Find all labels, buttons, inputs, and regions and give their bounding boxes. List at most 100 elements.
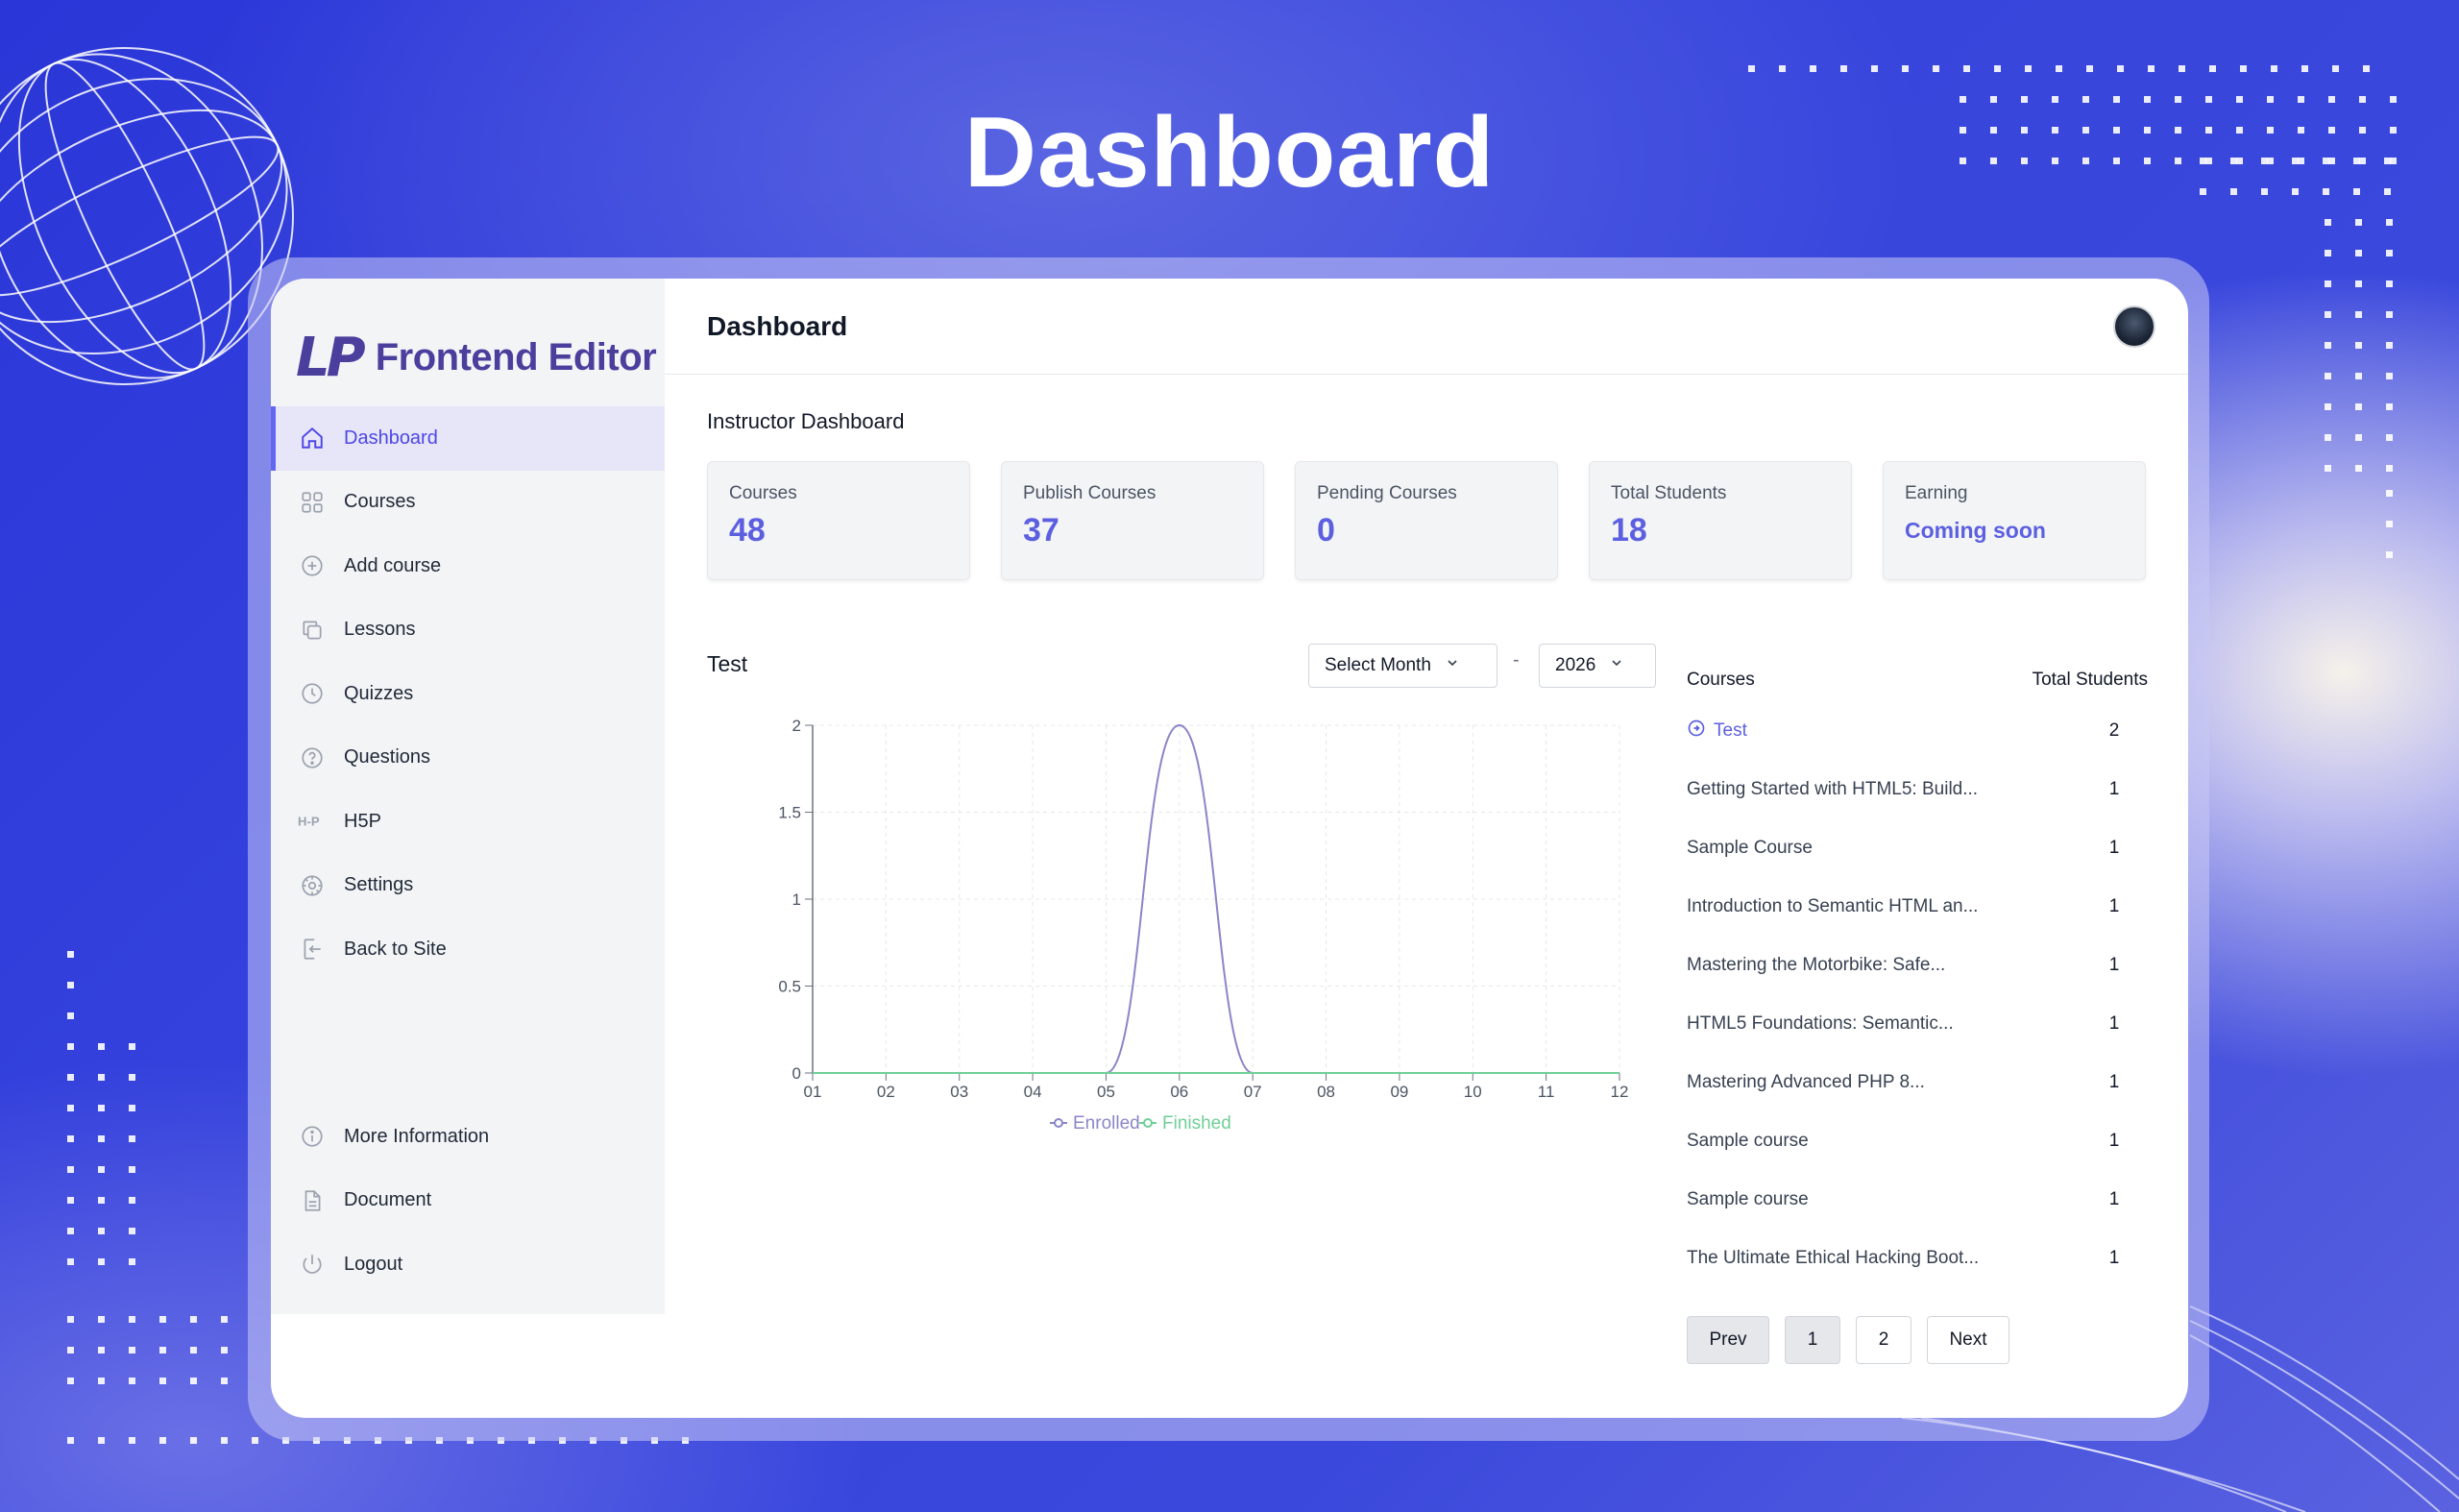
- table-row[interactable]: Test 2: [1687, 701, 2148, 760]
- sidebar-item-label: Logout: [344, 1253, 403, 1275]
- x-tick-label: 06: [1170, 1083, 1188, 1101]
- stat-value: 0: [1317, 512, 1335, 549]
- course-name: Introduction to Semantic HTML an...: [1687, 895, 1979, 916]
- student-count: 2: [2108, 719, 2120, 741]
- arrow-circle-icon: [1687, 719, 1706, 744]
- legend-marker-dot: [1143, 1118, 1153, 1128]
- enrollment-chart: 0 0.5 1 1.5 2 01 02 03 04 05 06 07 08 09 10 11 12 Enrolle…: [707, 706, 1658, 1153]
- pagination: Prev 1 2 Next: [1687, 1316, 2009, 1364]
- date-separator: -: [1513, 649, 1520, 671]
- stat-value: Coming soon: [1905, 518, 2046, 543]
- course-name: Mastering the Motorbike: Safe...: [1687, 954, 1946, 975]
- document-icon: [298, 1186, 327, 1215]
- logo[interactable]: LP Frontend Editor: [296, 327, 657, 389]
- year-select-value: 2026: [1555, 655, 1596, 675]
- course-name-text: Test: [1714, 719, 1747, 741]
- sidebar-item-courses[interactable]: Courses: [271, 471, 665, 535]
- chevron-down-icon: [1609, 655, 1624, 676]
- course-name[interactable]: Test: [1687, 719, 2033, 744]
- section-subtitle: Instructor Dashboard: [707, 409, 905, 433]
- page-button-1[interactable]: 1: [1785, 1316, 1840, 1364]
- chart-svg: 0 0.5 1 1.5 2 01 02 03 04 05 06 07 08 09 10 11 12 Enrolle…: [778, 717, 1629, 1134]
- prev-button[interactable]: Prev: [1687, 1316, 1769, 1364]
- avatar[interactable]: [2113, 305, 2155, 348]
- sidebar-item-lessons[interactable]: Lessons: [271, 598, 665, 663]
- stat-value: 18: [1611, 512, 1647, 549]
- sidebar-item-h5p[interactable]: H-P H5P: [271, 790, 665, 854]
- year-select[interactable]: 2026: [1539, 644, 1656, 688]
- stat-card-earning: Earning Coming soon: [1883, 461, 2146, 580]
- x-tick-label: 02: [877, 1083, 895, 1101]
- sidebar-item-document[interactable]: Document: [271, 1169, 665, 1233]
- y-tick-label: 1: [792, 890, 801, 909]
- legend-label: Finished: [1162, 1113, 1231, 1134]
- y-tick-label: 0: [792, 1064, 801, 1083]
- course-name: Sample course: [1687, 1188, 1809, 1209]
- plus-circle-icon: [298, 551, 327, 580]
- table-row[interactable]: Sample Course 1: [1687, 818, 2148, 877]
- table-row[interactable]: Sample course 1: [1687, 1170, 2148, 1229]
- table-row[interactable]: Sample course 1: [1687, 1111, 2148, 1170]
- x-tick-label: 03: [950, 1083, 968, 1101]
- month-select[interactable]: Select Month: [1308, 644, 1497, 688]
- stat-label: Courses: [729, 483, 797, 503]
- sidebar-item-logout[interactable]: Logout: [271, 1232, 665, 1297]
- courses-table: Courses Total Students Test 2 Getting Star…: [1687, 663, 2148, 1287]
- sidebar-item-quizzes[interactable]: Quizzes: [271, 662, 665, 726]
- month-select-value: Select Month: [1325, 655, 1431, 675]
- sidebar-item-label: Add course: [344, 554, 442, 576]
- table-row[interactable]: Mastering Advanced PHP 8... 1: [1687, 1053, 2148, 1111]
- question-circle-icon: [298, 744, 327, 772]
- sidebar-item-settings[interactable]: Settings: [271, 854, 665, 918]
- table-row[interactable]: Getting Started with HTML5: Build... 1: [1687, 760, 2148, 818]
- sidebar-item-label: Courses: [344, 491, 416, 513]
- clock-icon: [298, 679, 327, 708]
- copy-icon: [298, 616, 327, 645]
- sidebar-item-more-information[interactable]: More Information: [271, 1105, 665, 1169]
- student-count: 1: [2108, 778, 2120, 799]
- stat-card-courses: Courses 48: [707, 461, 970, 580]
- student-count: 1: [2108, 1130, 2120, 1151]
- student-count: 1: [2108, 895, 2120, 916]
- y-tick-label: 1.5: [778, 804, 801, 822]
- course-name: Mastering Advanced PHP 8...: [1687, 1071, 1925, 1092]
- sidebar-item-label: Questions: [344, 746, 431, 768]
- table-row[interactable]: HTML5 Foundations: Semantic... 1: [1687, 994, 2148, 1053]
- x-tick-label: 05: [1097, 1083, 1115, 1101]
- course-name: Sample course: [1687, 1130, 1809, 1151]
- next-button[interactable]: Next: [1927, 1316, 2009, 1364]
- hero-title: Dashboard: [963, 97, 1496, 208]
- y-tick-label: 2: [792, 717, 801, 735]
- x-tick-label: 12: [1611, 1083, 1629, 1101]
- column-header-total-students: Total Students: [2032, 670, 2148, 690]
- table-row[interactable]: Mastering the Motorbike: Safe... 1: [1687, 936, 2148, 994]
- x-tick-label: 01: [804, 1083, 822, 1101]
- student-count: 1: [2108, 837, 2120, 858]
- stat-card-publish-courses: Publish Courses 37: [1001, 461, 1264, 580]
- table-row[interactable]: The Ultimate Ethical Hacking Boot... 1: [1687, 1229, 2148, 1287]
- logo-mark: LP: [296, 327, 366, 389]
- settings-icon: [298, 871, 327, 900]
- stat-label: Total Students: [1611, 483, 1727, 503]
- sidebar-item-label: Back to Site: [344, 938, 447, 960]
- sidebar-nav: Dashboard Courses Add course Lessons Qui…: [271, 406, 665, 982]
- table-header: Courses Total Students: [1687, 663, 2148, 697]
- h5p-icon: H-P: [298, 807, 327, 836]
- sidebar-item-add-course[interactable]: Add course: [271, 534, 665, 598]
- sidebar-item-back-to-site[interactable]: Back to Site: [271, 917, 665, 982]
- stat-card-total-students: Total Students 18: [1589, 461, 1852, 580]
- x-tick-label: 10: [1464, 1083, 1482, 1101]
- course-name: Sample Course: [1687, 837, 1813, 858]
- sidebar-item-questions[interactable]: Questions: [271, 726, 665, 791]
- course-name: Getting Started with HTML5: Build...: [1687, 778, 1979, 799]
- sidebar-item-dashboard[interactable]: Dashboard: [271, 406, 665, 471]
- sidebar-item-label: H5P: [344, 810, 381, 832]
- exit-icon: [298, 935, 327, 963]
- page-title: Dashboard: [707, 310, 848, 341]
- page-button-2[interactable]: 2: [1856, 1316, 1911, 1364]
- table-body: Test 2 Getting Started with HTML5: Build..…: [1687, 701, 2148, 1287]
- table-row[interactable]: Introduction to Semantic HTML an... 1: [1687, 877, 2148, 936]
- sidebar-item-label: More Information: [344, 1125, 490, 1147]
- sidebar-item-label: Document: [344, 1189, 432, 1211]
- chevron-down-icon: [1445, 655, 1460, 676]
